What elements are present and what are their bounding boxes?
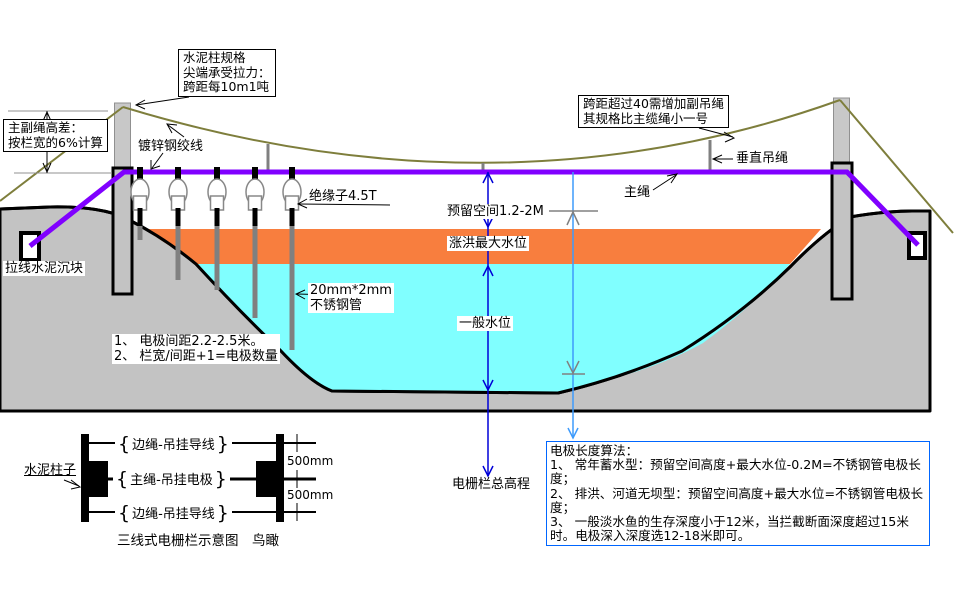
main-rope-label: 主绳	[624, 185, 651, 200]
electrode-length-pointer-line	[549, 172, 598, 440]
leader-detail-post	[63, 479, 82, 490]
leader-main-rope	[652, 173, 679, 191]
arrow-left-icon	[134, 99, 146, 110]
arrow-right-icon	[723, 131, 736, 143]
arrow-down-icon	[567, 427, 579, 440]
right-post-base	[830, 161, 854, 301]
terrain-profile-line	[0, 205, 930, 395]
left-anchor-block	[19, 231, 41, 262]
total-elevation-label: 电栅栏总高程	[452, 477, 531, 492]
detail-row-mid: { 主绳-吊挂电极 }	[113, 469, 230, 488]
insulator-electrode-assemblies	[130, 167, 302, 350]
arrow-down-icon	[150, 160, 161, 170]
spacing-notes: 1、 电极间距2.2-2.5米。 2、 栏宽/间距+1=电极数量	[112, 334, 280, 364]
leader-galvanized-down	[150, 152, 164, 170]
detail-row-top-label: 边绳-吊挂导线	[132, 438, 215, 453]
arrow-up-icon	[166, 123, 178, 134]
pipe-callout: 20mm*2mm 不锈钢管	[308, 283, 394, 313]
brace-right-icon: }	[214, 467, 227, 490]
electrode-assembly	[282, 167, 302, 350]
brace-right-icon: }	[216, 501, 229, 524]
algo-item-2: 2、 排洪、河道无坝型：预留空间高度+最大水位=不锈钢管电极长度；	[550, 485, 924, 515]
arrow-down-icon	[566, 360, 580, 375]
pipe-type-label: 不锈钢管	[310, 298, 363, 313]
arrow-left-icon	[296, 198, 308, 209]
electrode-assembly	[245, 167, 265, 318]
detail-caption: 三线式电栅栏示意图 鸟瞰	[117, 533, 279, 549]
flood-level-label: 涨洪最大水位	[447, 236, 530, 251]
arrow-up-icon	[482, 264, 494, 277]
right-guy-cable	[839, 99, 954, 234]
reserved-space-label: 预留空间1.2-2M	[445, 204, 546, 219]
post-spec-callout: 水泥柱规格 尖端承受拉力： 跨距每10m1吨	[178, 49, 276, 97]
anchor-block-label: 拉线水泥沉块	[3, 261, 86, 276]
detail-row-top: { 边绳-吊挂导线 }	[115, 434, 232, 453]
arrow-down-icon	[482, 465, 494, 478]
detail-post-label: 水泥柱子	[24, 463, 77, 478]
detail-row-bottom-label: 边绳-吊挂导线	[132, 507, 215, 522]
electrode-length-algo-box: 电极长度算法： 1、 常年蓄水型：预留空间高度+最大水位-0.2M=不锈钢管电极…	[546, 441, 930, 547]
algo-item-1: 1、 常年蓄水型：预留空间高度+最大水位-0.2M=不锈钢管电极长度；	[550, 457, 921, 487]
electrode-assembly	[207, 167, 227, 290]
span-note-callout: 跨距超过40需增加副吊绳 其规格比主缆绳小一号	[578, 95, 729, 128]
arrow-up-icon	[42, 110, 52, 122]
arrow-left-icon	[711, 154, 723, 164]
algo-title: 电极长度算法：	[550, 443, 639, 458]
brace-left-icon: {	[118, 501, 131, 524]
brace-right-icon: }	[216, 432, 229, 455]
detail-row-bottom: { 边绳-吊挂导线 }	[115, 503, 232, 522]
detail-dim-bottom: 500mm	[287, 488, 334, 502]
leader-vertical-hanger	[711, 154, 733, 164]
leader-insulator	[296, 198, 391, 209]
detail-row-mid-label: 主绳-吊挂电极	[130, 473, 213, 488]
arrow-down-icon	[42, 162, 52, 174]
electrode-assembly	[130, 167, 150, 240]
main-rope-line	[28, 169, 920, 248]
arrow-down-icon	[482, 216, 494, 229]
leader-galvanized-up	[166, 123, 185, 138]
arrow-right-icon	[70, 479, 82, 490]
concrete-posts	[19, 97, 927, 301]
arrow-up-icon	[482, 171, 494, 184]
arrow-down-icon	[482, 379, 494, 392]
vertical-hanger-label: 垂直吊绳	[736, 151, 789, 166]
leader-span-note	[698, 127, 736, 143]
normal-level-label: 一般水位	[457, 316, 514, 331]
arrow-up-icon	[666, 173, 679, 184]
electrode-assembly	[168, 167, 188, 280]
pipe-size-label: 20mm*2mm	[310, 283, 392, 298]
brace-left-icon: {	[118, 432, 131, 455]
insulator-label: 绝缘子4.5T	[309, 189, 377, 204]
detail-dim-top: 500mm	[287, 454, 334, 468]
galvanized-wire-label: 镀锌钢绞线	[138, 139, 204, 154]
leader-post-spec	[134, 96, 190, 110]
main-catenary-cable	[122, 99, 841, 164]
arrow-up-icon	[566, 210, 580, 226]
detail-left-post-bar	[81, 434, 89, 522]
vertical-hanger-ropes	[266, 140, 712, 170]
rope-height-diff-callout: 主副绳高差： 按栏宽的6%计算	[3, 119, 108, 152]
arrow-left-icon	[294, 289, 306, 300]
algo-item-3: 3、 一般淡水鱼的生存深度小于12米，当拦截断面深度超过15米时。电极深入深度选…	[550, 514, 909, 544]
left-post-base	[111, 166, 134, 296]
brace-left-icon: {	[116, 467, 129, 490]
